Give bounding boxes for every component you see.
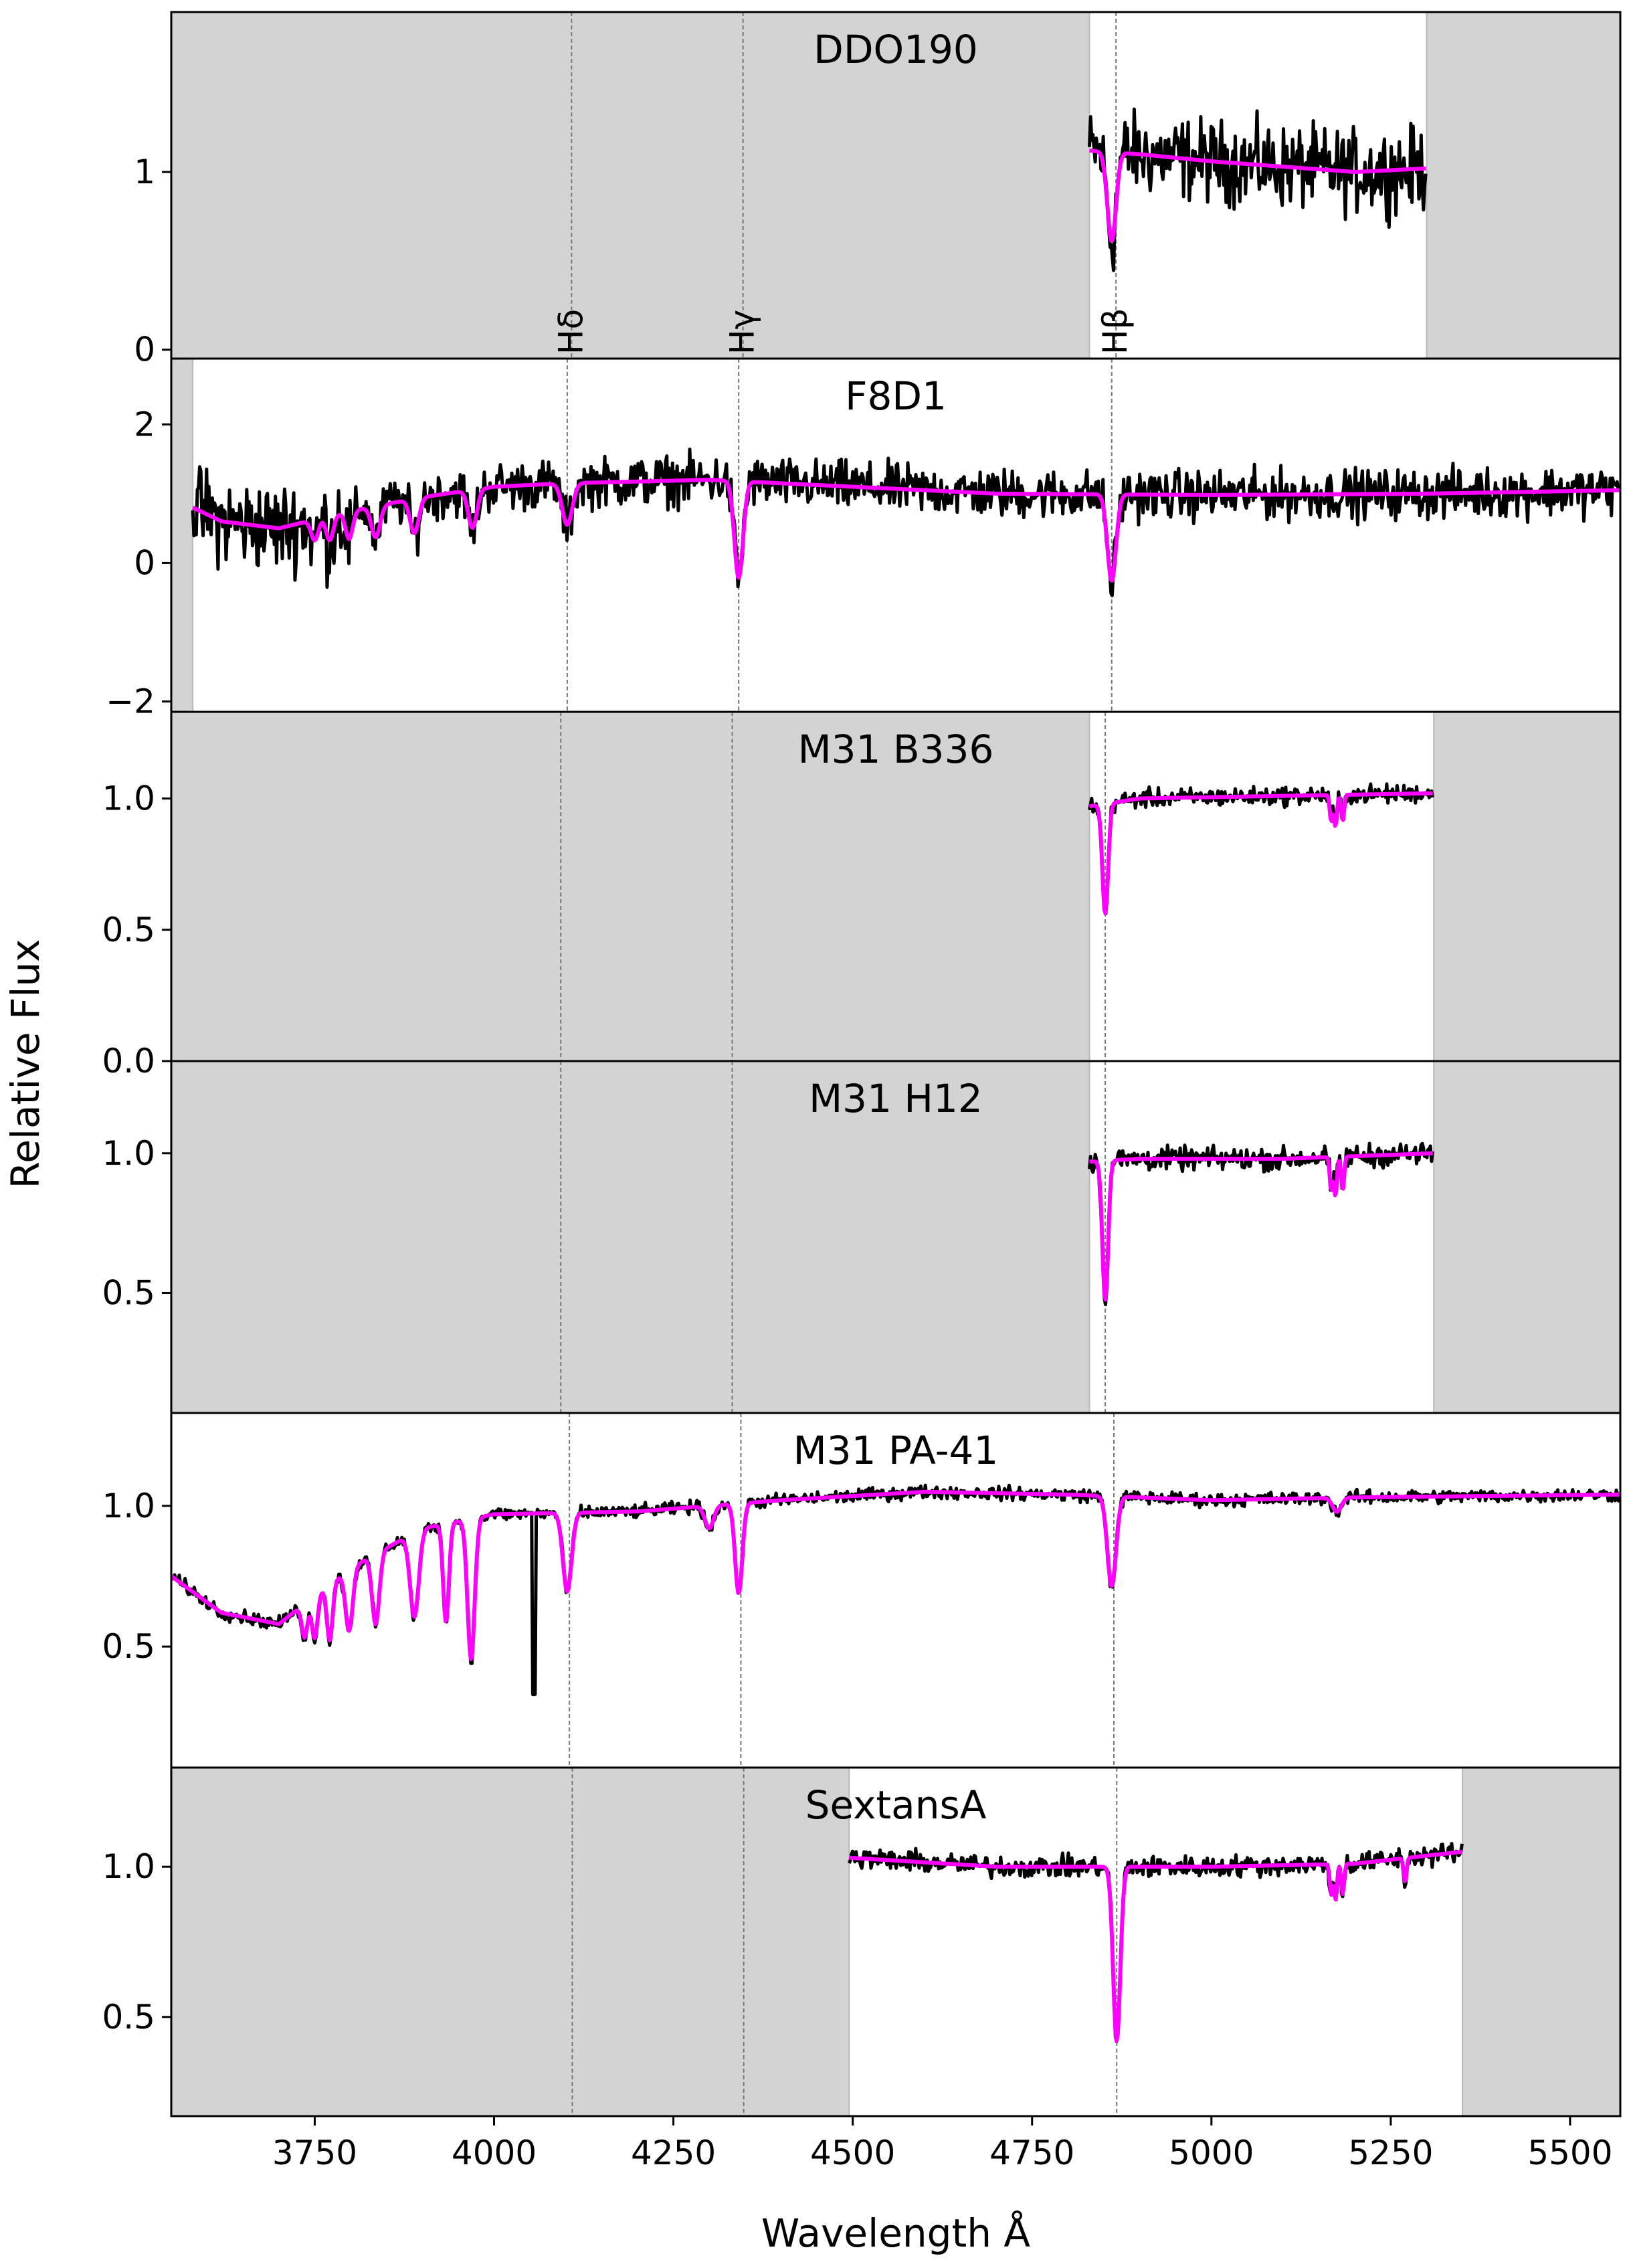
panel-title: M31 B336 xyxy=(798,727,994,772)
observed-spectrum-1 xyxy=(1088,107,1428,272)
observed-spectrum-5 xyxy=(171,1483,1620,1697)
ytick-label: 1.0 xyxy=(102,1487,155,1525)
panel-title: M31 H12 xyxy=(809,1076,983,1121)
ytick-label: 0.5 xyxy=(102,1998,155,2037)
panel-title: M31 PA-41 xyxy=(793,1428,999,1473)
y-axis-label: Relative Flux xyxy=(3,939,48,1189)
panel-3: 0.0 0.5 1.0 M31 B336 xyxy=(102,711,1622,1080)
ytick-label: 0.0 xyxy=(102,1042,155,1080)
model-spectrum-5 xyxy=(171,1489,1620,1661)
ytick-label: 2 xyxy=(134,405,155,444)
ytick-label: 1.0 xyxy=(102,1134,155,1173)
masked-region xyxy=(1462,1767,1622,2117)
x-axis-label: Wavelength Å xyxy=(761,2210,1031,2256)
xtick-label: 4750 xyxy=(989,2134,1074,2172)
ytick-label: 0 xyxy=(134,543,155,582)
masked-region xyxy=(171,11,1090,359)
observed-spectrum-6 xyxy=(847,1842,1464,2043)
ytick-label: 0.5 xyxy=(102,1627,155,1666)
xtick-label: 4500 xyxy=(810,2134,895,2172)
spectra-group xyxy=(171,1483,1620,1697)
xtick-label: 5250 xyxy=(1348,2134,1433,2172)
ytick-label: 1 xyxy=(134,153,155,191)
masked-region xyxy=(171,358,194,713)
ytick-label: 0.5 xyxy=(102,1273,155,1312)
xtick-label: 4000 xyxy=(452,2134,537,2172)
masked-region xyxy=(1433,711,1622,1062)
spectra-group xyxy=(191,448,1620,597)
ytick-label: 0 xyxy=(134,330,155,369)
line-marker-label: Hδ xyxy=(551,309,590,355)
spectra-group xyxy=(1088,1141,1434,1307)
observed-spectrum-2 xyxy=(191,448,1620,597)
masked-region xyxy=(1433,1060,1622,1414)
observed-spectrum-3 xyxy=(1088,782,1434,914)
masked-region xyxy=(1426,11,1621,359)
observed-spectrum-4 xyxy=(1088,1141,1434,1307)
line-marker-label: Hβ xyxy=(1096,308,1135,355)
panel-title: DDO190 xyxy=(813,27,978,72)
panel-1: 0 1 DDO190 Hδ Hγ Hβ xyxy=(134,11,1622,369)
line-marker-label: Hγ xyxy=(723,310,762,355)
panel-5: 0.5 1.0 M31 PA-41 xyxy=(102,1412,1622,1769)
panel-frame xyxy=(170,1766,1622,2117)
spectra-group xyxy=(1088,107,1428,272)
model-spectrum-4 xyxy=(1088,1151,1434,1302)
panel-2: −2 0 2 F8D1 xyxy=(106,357,1622,721)
xtick-label: 5000 xyxy=(1169,2134,1254,2172)
panel-4: 0.5 1.0 M31 H12 xyxy=(102,1060,1622,1414)
model-spectrum-3 xyxy=(1088,791,1434,916)
ytick-label: −2 xyxy=(106,682,155,721)
xtick-label: 5500 xyxy=(1527,2134,1612,2172)
ytick-label: 0.5 xyxy=(102,911,155,949)
model-spectrum-1 xyxy=(1088,149,1427,243)
model-spectrum-6 xyxy=(848,1849,1463,2043)
panel-title: F8D1 xyxy=(845,373,947,419)
masked-region xyxy=(171,1060,1090,1414)
masked-region xyxy=(171,1767,850,2117)
ytick-label: 1.0 xyxy=(102,779,155,818)
model-spectrum-2 xyxy=(191,478,1620,583)
spectra-group xyxy=(1088,782,1434,916)
panel-6: 0.5 1.0 SextansA xyxy=(102,1766,1622,2117)
xtick-label: 3750 xyxy=(272,2134,357,2172)
spectra-group xyxy=(847,1842,1464,2043)
panel-title: SextansA xyxy=(805,1782,987,1828)
ytick-label: 1.0 xyxy=(102,1847,155,1886)
xtick-label: 4250 xyxy=(631,2134,716,2172)
masked-region xyxy=(171,711,1090,1062)
